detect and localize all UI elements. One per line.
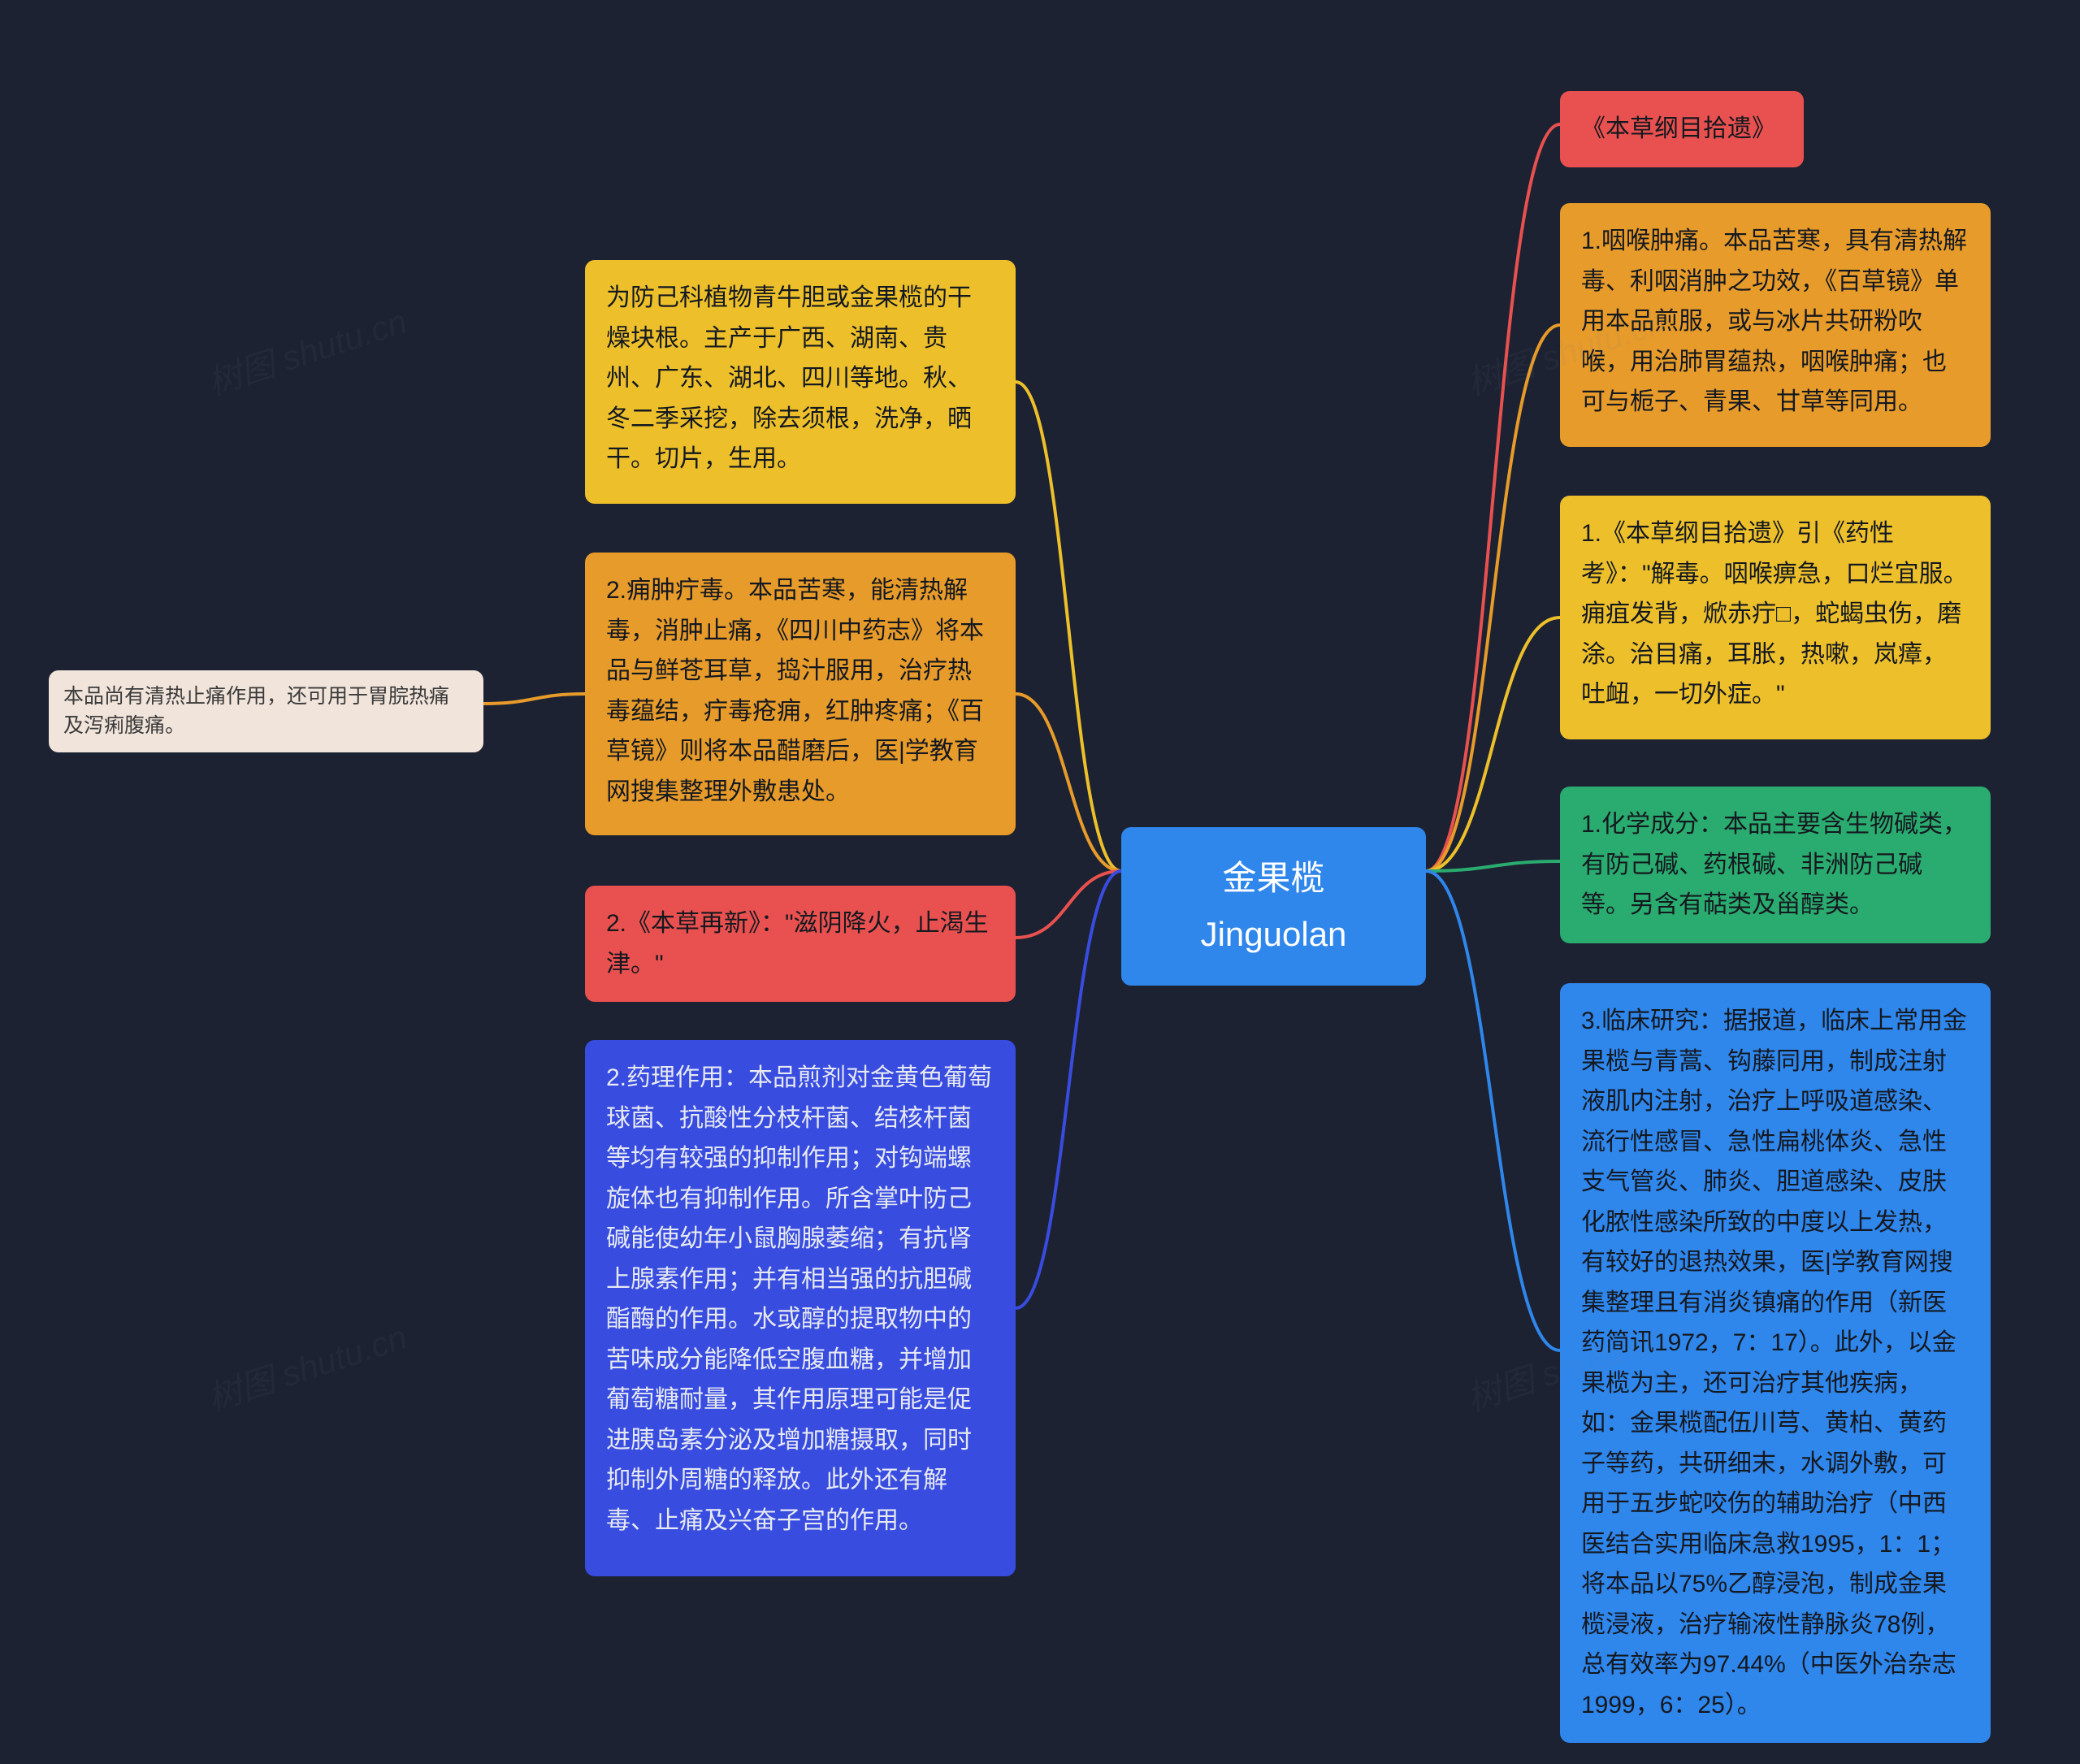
watermark: 树图 shutu.cn: [201, 1310, 413, 1421]
center-node[interactable]: 金果榄Jinguolan: [1121, 827, 1426, 986]
right-node-source[interactable]: 《本草纲目拾遗》: [1560, 91, 1804, 167]
left-node-quote2[interactable]: 2.《本草再新》："滋阴降火，止渴生津。": [585, 886, 1016, 1002]
right-node-use1[interactable]: 1.咽喉肿痛。本品苦寒，具有清热解毒、利咽消肿之功效，《百草镜》单用本品煎服，或…: [1560, 203, 1991, 447]
right-node-chem[interactable]: 1.化学成分：本品主要含生物碱类，有防己碱、药根碱、非洲防己碱等。另含有萜类及甾…: [1560, 787, 1991, 943]
note-node[interactable]: 本品尚有清热止痛作用，还可用于胃脘热痛及泻痢腹痛。: [49, 670, 483, 752]
left-node-use2[interactable]: 2.痈肿疔毒。本品苦寒，能清热解毒，消肿止痛，《四川中药志》将本品与鲜苍耳草，捣…: [585, 553, 1016, 835]
left-node-origin[interactable]: 为防己科植物青牛胆或金果榄的干燥块根。主产于广西、湖南、贵州、广东、湖北、四川等…: [585, 260, 1016, 504]
right-node-clinical[interactable]: 3.临床研究：据报道，临床上常用金果榄与青蒿、钩藤同用，制成注射液肌内注射，治疗…: [1560, 983, 1991, 1743]
watermark: 树图 shutu.cn: [201, 294, 413, 405]
left-node-pharma[interactable]: 2.药理作用：本品煎剂对金黄色葡萄球菌、抗酸性分枝杆菌、结核杆菌等均有较强的抑制…: [585, 1040, 1016, 1576]
right-node-quote1[interactable]: 1.《本草纲目拾遗》引《药性考》："解毒。咽喉痹急，口烂宜服。痈疽发背，焮赤疔□…: [1560, 496, 1991, 739]
